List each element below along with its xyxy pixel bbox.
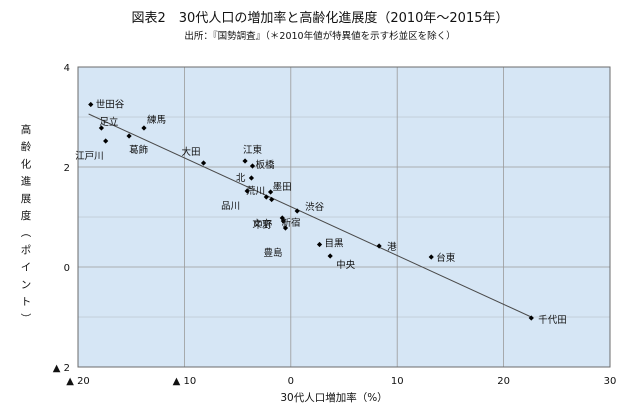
data-point (269, 196, 275, 203)
x-axis-ticks: ▲ 20 ▲ 10 0 10 20 30 (66, 376, 616, 387)
data-point-label: 港 (387, 241, 397, 253)
data-point-label: 豊島 (263, 247, 282, 259)
plot-frame (77, 66, 611, 368)
data-point-label: 練馬 (147, 114, 166, 126)
data-point (248, 175, 255, 181)
data-point (279, 215, 285, 221)
data-point (294, 208, 300, 214)
data-point-label: 渋谷 (305, 201, 325, 213)
data-point-label: 中野 (253, 219, 273, 231)
y-axis-label-char: ） (19, 313, 31, 324)
data-point (376, 243, 382, 249)
data-point (249, 163, 256, 169)
data-point (280, 218, 286, 224)
data-point (267, 189, 274, 195)
x-tick-label: 10 (391, 376, 404, 387)
y-axis-label-char: 進 (21, 176, 32, 188)
data-point (141, 125, 147, 131)
data-point (126, 133, 132, 139)
x-tick-label: 0 (288, 376, 294, 387)
y-axis-label-char: 化 (21, 157, 32, 170)
data-point-label: 江東 (243, 144, 263, 156)
data-point (263, 194, 269, 200)
data-point-label: 世田谷 (96, 99, 125, 111)
chart-title: 図表2 30代人口の増加率と高齢化進展度（2010年～2015年） (132, 10, 509, 26)
data-point-label: 荒川 (246, 186, 265, 197)
x-tick-label: 20 (497, 376, 510, 387)
data-point (282, 225, 289, 231)
data-point (528, 315, 534, 321)
data-point-label: 大田 (182, 146, 201, 158)
y-axis-label-char: 展 (21, 193, 32, 205)
data-point-label: 墨田 (273, 182, 292, 193)
data-point (98, 125, 105, 131)
x-tick-label: ▲ 10 (173, 376, 197, 387)
data-point (327, 253, 333, 259)
y-axis-ticks: ▲ 2 0 2 4 (53, 63, 70, 374)
trend-line (88, 113, 534, 319)
y-axis-label-char: （ (19, 227, 31, 238)
data-points (88, 101, 534, 321)
data-point-label: 足立 (99, 116, 118, 128)
y-axis-label-char: 度 (21, 209, 32, 222)
data-point (200, 160, 207, 166)
data-point (428, 254, 434, 260)
y-tick-label: ▲ 2 (53, 363, 70, 374)
x-tick-label: 30 (604, 376, 617, 387)
x-tick-label: ▲ 20 (66, 376, 90, 387)
x-axis-label: 30代人口増加率（%） (280, 391, 387, 404)
data-point-label: 目黒 (325, 239, 345, 250)
y-axis-label-char: ン (21, 279, 32, 291)
y-tick-label: 4 (64, 63, 70, 74)
data-point-label: 北 (236, 173, 246, 184)
data-point (316, 241, 323, 248)
y-axis-label-char: ト (21, 296, 32, 308)
data-point-label: 中央 (336, 259, 356, 271)
data-point (103, 138, 109, 144)
data-point-label: 江戸川 (75, 151, 104, 162)
data-point-label: 新宿 (281, 217, 300, 229)
y-axis-label-char: 高 (21, 123, 32, 136)
data-point (242, 158, 248, 164)
data-point-label: 品川 (221, 201, 240, 212)
y-axis-label-char: イ (21, 262, 32, 274)
y-axis-label-char: ポ (21, 244, 32, 256)
data-point (244, 188, 250, 194)
data-point-label: 台東 (436, 252, 456, 264)
data-point-label: 葛飾 (129, 144, 148, 156)
y-tick-label: 0 (64, 263, 70, 274)
y-axis-label-char: 齢 (21, 140, 32, 153)
data-point (88, 101, 94, 108)
data-point-label: 文京 (252, 218, 271, 230)
data-point-label: 板橋 (255, 159, 275, 171)
data-point-label: 千代田 (538, 315, 567, 326)
y-tick-label: 2 (64, 163, 70, 174)
chart-subtitle: 出所：『国勢調査』（＊2010年値が特異値を示す杉並区を除く） (184, 30, 455, 42)
